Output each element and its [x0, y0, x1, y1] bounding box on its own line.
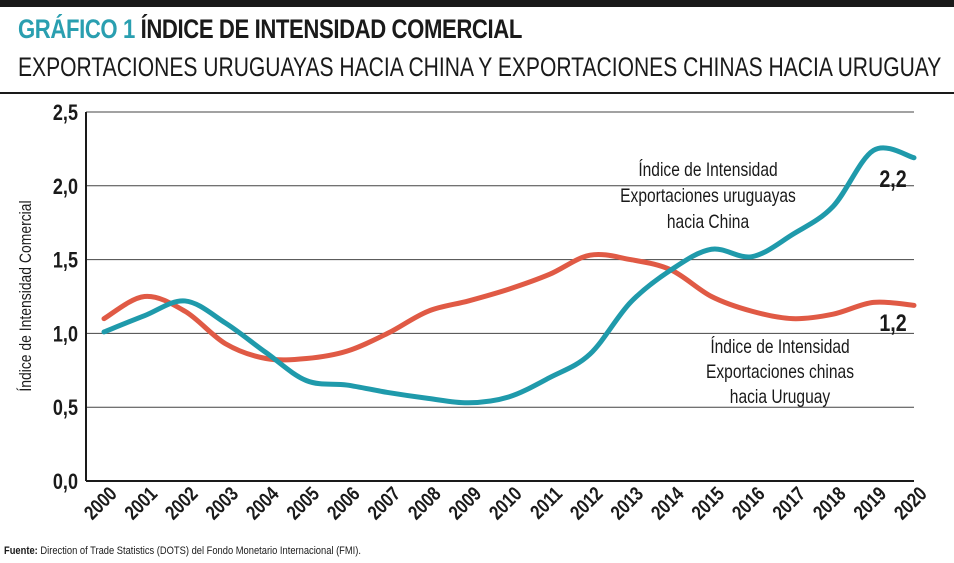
x-tick-label: 2014 — [646, 481, 689, 524]
y-tick-label: 2,0 — [53, 175, 78, 199]
series-annotation-line: Exportaciones chinas — [706, 361, 854, 383]
x-tick-label: 2020 — [889, 482, 931, 524]
series-annotation-line: hacia Uruguay — [730, 386, 831, 408]
series-annotation-line: Índice de Intensidad — [710, 336, 849, 358]
x-tick-label: 2005 — [282, 482, 324, 524]
line-chart: 0,0 0,5 1,0 1,5 2,0 2,5 Índice de Intensidad C… — [17, 101, 931, 524]
chart-title: GRÁFICO 1 ÍNDICE DE INTENSIDAD COMERCIAL — [18, 14, 522, 45]
y-tick-label: 1,0 — [53, 323, 78, 347]
source-text: Direction of Trade Statistics (DOTS) del… — [40, 545, 361, 557]
x-tick-label: 2011 — [525, 482, 566, 523]
y-tick-label: 2,5 — [53, 101, 78, 125]
header-divider — [0, 92, 954, 94]
x-tick-label: 2002 — [160, 482, 202, 524]
series-end-label: 2,2 — [879, 165, 906, 192]
top-bar — [0, 0, 954, 7]
x-tick-label: 2008 — [403, 482, 445, 524]
series-annotation-line: Índice de Intensidad — [638, 159, 777, 181]
x-tick-label: 2006 — [322, 482, 364, 524]
source-label: Fuente: — [4, 545, 38, 557]
y-tick-label: 0,5 — [53, 397, 78, 421]
x-tick-label: 2000 — [79, 482, 121, 524]
source-note: Fuente: Direction of Trade Statistics (D… — [4, 545, 361, 557]
series-annotation-line: hacia China — [667, 211, 750, 233]
series-line-uy-to-china — [101, 145, 917, 406]
x-tick-label: 2010 — [484, 482, 526, 524]
x-tick-label: 2018 — [808, 482, 850, 524]
x-tick-label: 2004 — [241, 481, 284, 524]
chart-subtitle: EXPORTACIONES URUGUAYAS HACIA CHINA Y EX… — [18, 52, 942, 82]
title-main: ÍNDICE DE INTENSIDAD COMERCIAL — [140, 14, 523, 44]
y-tick-label: 1,5 — [53, 249, 78, 273]
series-line-china-to-uy — [101, 251, 917, 363]
x-tick-label: 2012 — [565, 482, 607, 524]
x-tick-label: 2016 — [727, 482, 769, 524]
x-tick-label: 2009 — [444, 482, 486, 524]
series-annotation-line: Exportaciones uruguayas — [620, 185, 796, 207]
y-tick-label: 0,0 — [53, 470, 78, 494]
title-prefix: GRÁFICO 1 — [18, 14, 135, 44]
x-tick-label: 2015 — [687, 482, 729, 524]
x-tick-label: 2017 — [768, 482, 810, 524]
x-tick-label: 2013 — [606, 482, 648, 524]
x-tick-label: 2003 — [201, 482, 243, 524]
y-axis-label: Índice de Intensidad Comercial — [17, 200, 36, 391]
series-end-label: 1,2 — [879, 309, 906, 336]
x-tick-label: 2019 — [849, 482, 891, 524]
x-tick-label: 2001 — [120, 482, 162, 524]
x-tick-label: 2007 — [363, 482, 405, 524]
